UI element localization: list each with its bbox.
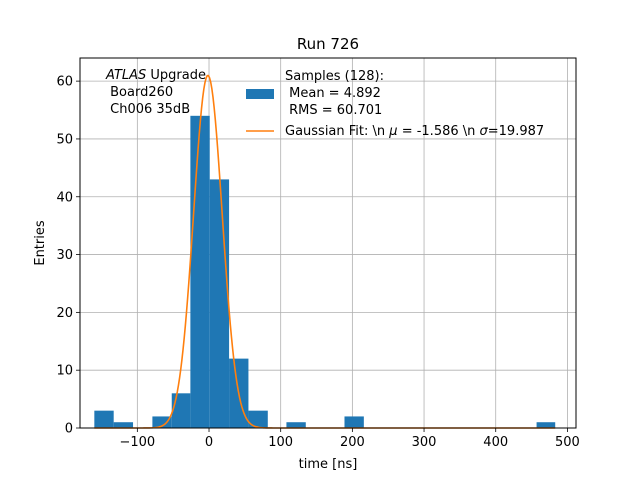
- histogram-bar: [209, 179, 230, 428]
- histogram-bar: [113, 422, 134, 428]
- histogram-bar: [190, 115, 210, 428]
- x-tick-label: 500: [555, 435, 580, 450]
- plot-frame: [79, 57, 577, 429]
- x-axis-label: time [ns]: [299, 457, 358, 472]
- x-tick-label: 400: [483, 435, 508, 450]
- legend-fit-prefix: Gaussian Fit: \n: [285, 124, 389, 139]
- y-tick-label: 60: [56, 75, 73, 90]
- y-axis-label: Entries: [33, 220, 48, 266]
- histogram-bar: [344, 416, 364, 428]
- legend-histogram-swatch: [246, 89, 274, 99]
- y-tick-label: 0: [65, 422, 73, 437]
- legend-histogram-line-1: Samples (128):: [285, 69, 384, 84]
- y-tick-label: 20: [56, 306, 73, 321]
- chart-title: Run 726: [297, 35, 359, 53]
- atlas-annotation: ATLAS Upgrade Board260 Ch006 35dB: [105, 68, 206, 117]
- legend-fit-mid: = -1.586 \n: [398, 124, 480, 139]
- annotation-atlas-word: ATLAS: [105, 68, 146, 83]
- annotation-upgrade-word: Upgrade: [146, 68, 206, 83]
- histogram-bar: [286, 422, 306, 428]
- legend-fit-label: Gaussian Fit: \n μ = -1.586 \n σ=19.987: [285, 124, 544, 139]
- x-tick-label: −100: [119, 435, 155, 450]
- y-axis-ticks: 0 10 20 30 40 50 60: [56, 75, 80, 437]
- x-axis-ticks: −100 0 100 200 300 400 500: [119, 428, 580, 450]
- y-tick-label: 40: [56, 190, 73, 205]
- x-tick-label: 200: [340, 435, 365, 450]
- histogram-bar: [171, 393, 191, 428]
- histogram-bar: [94, 410, 114, 428]
- x-tick-label: 100: [268, 435, 293, 450]
- annotation-line-3: Ch006 35dB: [106, 102, 190, 117]
- legend-fit-mu: μ: [388, 124, 397, 139]
- x-tick-label: 0: [205, 435, 213, 450]
- legend-fit-suffix: =19.987: [488, 124, 544, 139]
- y-tick-label: 50: [56, 132, 73, 147]
- histogram-bar: [248, 410, 268, 428]
- y-tick-label: 10: [56, 364, 73, 379]
- legend-fit-sigma: σ: [480, 124, 489, 139]
- legend: Samples (128): Mean = 4.892 RMS = 60.701…: [246, 69, 544, 139]
- histogram-bar: [536, 422, 556, 428]
- legend-histogram-line-3: RMS = 60.701: [285, 103, 382, 118]
- histogram-bar: [152, 416, 172, 428]
- annotation-line-2: Board260: [106, 85, 173, 100]
- y-tick-label: 30: [56, 248, 73, 263]
- annotation-line-1: ATLAS Upgrade: [105, 68, 206, 83]
- legend-histogram-line-2: Mean = 4.892: [285, 86, 381, 101]
- x-tick-label: 300: [412, 435, 437, 450]
